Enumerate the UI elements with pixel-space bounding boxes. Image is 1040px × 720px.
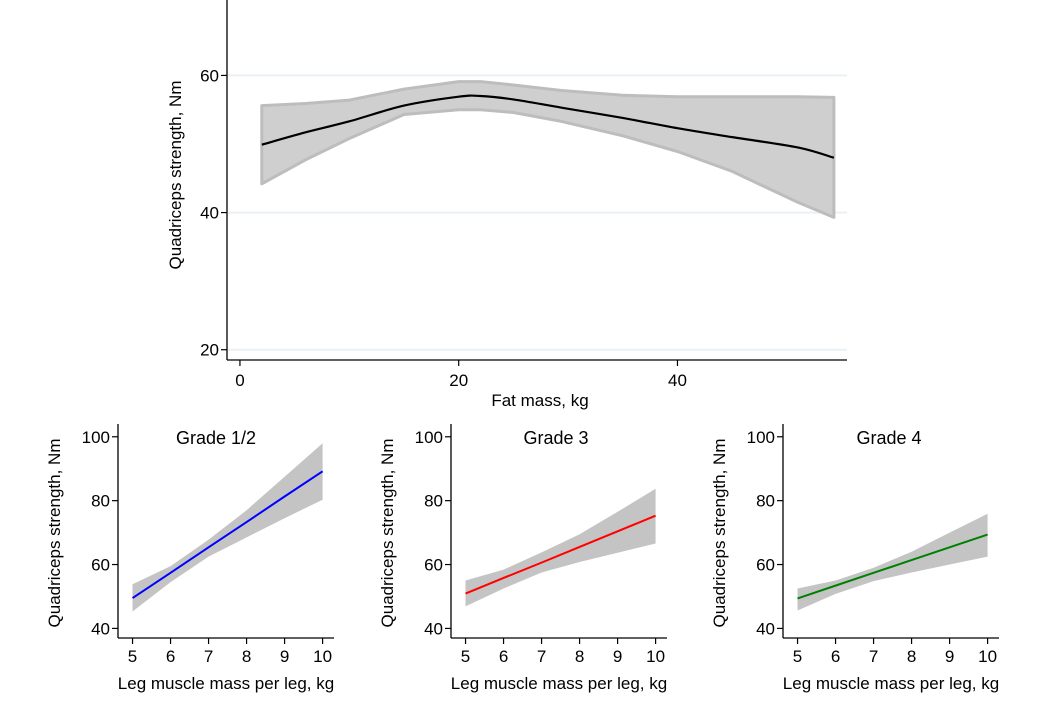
fitted-line xyxy=(797,533,988,600)
x-tick-label: 40 xyxy=(668,371,687,390)
x-tick-label: 5 xyxy=(128,647,137,666)
x-tick-label: 0 xyxy=(235,371,244,390)
y-tick-label: 100 xyxy=(82,428,110,447)
x-axis-title: Leg muscle mass per leg, kg xyxy=(451,674,667,693)
y-tick-label: 100 xyxy=(747,428,775,447)
y-tick-label: 40 xyxy=(756,619,775,638)
y-tick-label: 20 xyxy=(200,341,219,360)
fitted-line xyxy=(465,514,656,595)
y-tick-label: 40 xyxy=(424,619,443,638)
y-tick-label: 80 xyxy=(424,492,443,511)
y-tick-label: 40 xyxy=(91,619,110,638)
chart-panel-main: 20 40 60 0 20 40 Fat mass, kg Quadriceps streng… xyxy=(166,0,847,410)
confidence-band xyxy=(260,80,836,219)
x-tick-label: 10 xyxy=(978,647,997,666)
x-axis-title: Leg muscle mass per leg, kg xyxy=(118,674,334,693)
y-tick-label: 60 xyxy=(756,556,775,575)
x-tick-label: 9 xyxy=(280,647,289,666)
y-axis-title: Quadriceps strength, Nm xyxy=(166,81,185,270)
y-tick-label: 100 xyxy=(415,428,443,447)
x-tick-label: 6 xyxy=(166,647,175,666)
x-tick-label: 6 xyxy=(499,647,508,666)
x-tick-label: 8 xyxy=(907,647,916,666)
x-axis-title: Leg muscle mass per leg, kg xyxy=(783,674,999,693)
x-tick-label: 10 xyxy=(646,647,665,666)
confidence-band xyxy=(797,513,988,611)
y-tick-label: 60 xyxy=(91,556,110,575)
x-tick-label: 7 xyxy=(204,647,213,666)
chart-panel-grade4: 40 60 80 100 5 6 7 8 9 10 Leg muscle mass per leg,… xyxy=(710,424,999,693)
panel-title: Grade 3 xyxy=(523,428,588,448)
x-tick-label: 6 xyxy=(831,647,840,666)
x-tick-label: 5 xyxy=(793,647,802,666)
x-tick-label: 8 xyxy=(575,647,584,666)
y-axis-title: Quadriceps strength, Nm xyxy=(45,439,64,628)
x-tick-label: 7 xyxy=(537,647,546,666)
y-tick-label: 80 xyxy=(91,492,110,511)
x-tick-label: 20 xyxy=(449,371,468,390)
panel-title: Grade 4 xyxy=(856,428,921,448)
y-tick-label: 80 xyxy=(756,492,775,511)
y-tick-label: 40 xyxy=(200,204,219,223)
x-tick-label: 7 xyxy=(869,647,878,666)
chart-panel-grade12: 40 60 80 100 5 6 7 8 9 10 Leg muscle mass per leg,… xyxy=(45,424,334,693)
x-tick-label: 9 xyxy=(945,647,954,666)
x-tick-label: 9 xyxy=(613,647,622,666)
confidence-band xyxy=(465,488,656,607)
x-tick-label: 8 xyxy=(242,647,251,666)
y-axis-title: Quadriceps strength, Nm xyxy=(710,439,729,628)
chart-panel-grade3: 40 60 80 100 5 6 7 8 9 10 Leg muscle mass per leg,… xyxy=(378,424,667,693)
y-tick-label: 60 xyxy=(424,556,443,575)
x-axis-title: Fat mass, kg xyxy=(491,391,588,410)
fitted-line xyxy=(131,470,324,599)
x-tick-label: 5 xyxy=(461,647,470,666)
x-tick-label: 10 xyxy=(313,647,332,666)
fitted-line xyxy=(261,94,835,159)
confidence-band xyxy=(132,443,323,612)
y-tick-label: 60 xyxy=(200,66,219,85)
panel-title: Grade 1/2 xyxy=(176,428,256,448)
y-axis-title: Quadriceps strength, Nm xyxy=(378,439,397,628)
